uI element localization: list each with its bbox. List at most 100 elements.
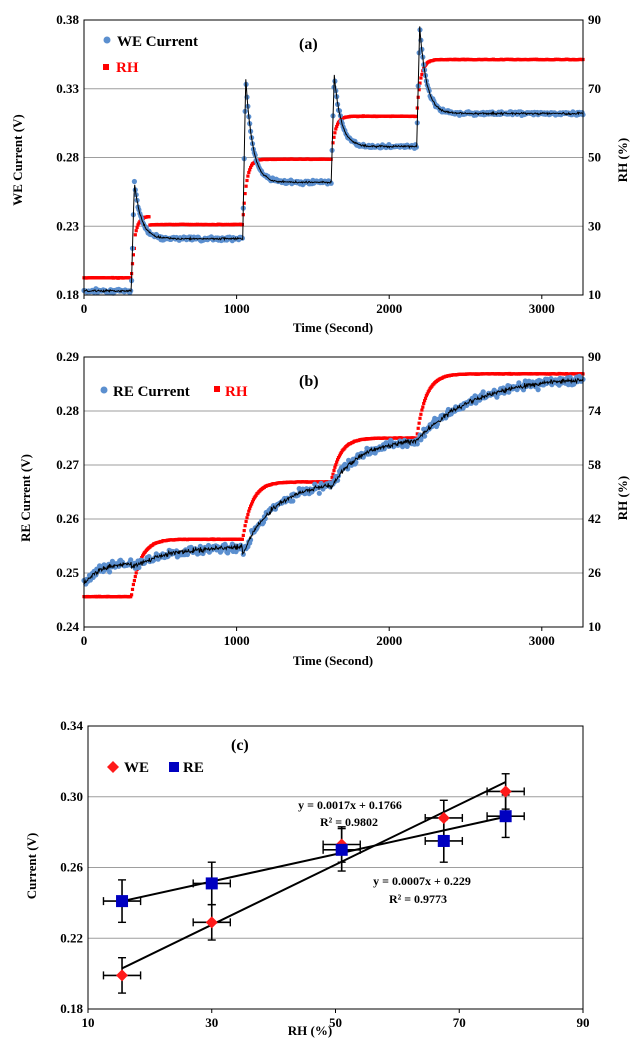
re-data-point	[205, 877, 218, 890]
y-axis-title: WE Current (V)	[10, 114, 25, 205]
panel-label: (c)	[231, 737, 249, 754]
x-tick-label: 90	[577, 1015, 590, 1030]
rh-point	[240, 537, 244, 541]
y2-tick-label: 74	[588, 403, 602, 418]
rh-point	[248, 168, 252, 172]
legend-marker-we	[107, 761, 119, 773]
re-data-point	[116, 895, 129, 908]
we-trendline-equation: y = 0.0017x + 0.1766	[298, 798, 402, 812]
y-tick-label: 0.29	[56, 349, 79, 364]
rh-point	[335, 460, 339, 464]
rh-point	[420, 72, 424, 77]
y2-tick-label: 30	[588, 218, 601, 233]
y-tick-label: 0.28	[56, 403, 79, 418]
x-tick-label: 2000	[376, 301, 402, 316]
rh-point	[134, 229, 138, 233]
rh-point	[331, 472, 335, 476]
rh-point	[331, 141, 335, 145]
rh-point	[134, 571, 138, 575]
y-axis-title: RE Current (V)	[18, 454, 33, 542]
current-point	[131, 178, 137, 185]
y-tick-label: 0.24	[56, 619, 79, 634]
current-trace-line	[83, 26, 583, 294]
y2-tick-label: 10	[588, 287, 601, 302]
legend-marker-re	[169, 762, 179, 772]
x-tick-label: 1000	[224, 633, 250, 648]
re-data-point	[335, 843, 348, 856]
legend-label-we-current: WE Current	[117, 34, 198, 50]
rh-point	[421, 405, 425, 409]
rh-point	[136, 223, 140, 227]
rh-point	[330, 476, 334, 480]
rh-point	[242, 529, 246, 533]
rh-point	[244, 519, 248, 524]
x-tick-label: 50	[329, 1015, 342, 1030]
rh-point	[423, 399, 427, 403]
we-data-point	[437, 811, 450, 824]
x-tick-label: 0	[81, 301, 88, 316]
rh-point	[130, 587, 135, 591]
x-axis-title: RH (%)	[288, 1023, 332, 1038]
y-tick-label: 0.25	[56, 565, 79, 580]
rh-point	[245, 178, 249, 183]
y2-tick-label: 26	[588, 565, 602, 580]
rh-point	[132, 579, 136, 583]
y2-tick-label: 90	[588, 12, 601, 27]
y-tick-label: 0.22	[60, 930, 83, 945]
legend-label-rh: RH	[116, 60, 139, 76]
rh-point	[427, 388, 431, 392]
rh-point	[131, 253, 135, 257]
plot-area-frame	[83, 19, 584, 296]
re-data-point	[499, 810, 512, 823]
rh-point	[133, 575, 137, 579]
current-point	[225, 550, 231, 556]
we-trendline	[121, 781, 507, 970]
rh-point	[147, 215, 151, 219]
legend-marker-rh	[214, 386, 220, 392]
x-tick-label: 0	[81, 633, 88, 648]
we-data-point	[116, 969, 129, 982]
x-tick-label: 3000	[529, 633, 555, 648]
rh-point	[334, 127, 338, 131]
rh-point	[133, 233, 137, 237]
rh-point	[336, 456, 341, 460]
re-trendline-r2: R² = 0.9773	[389, 892, 447, 906]
rh-point	[415, 432, 419, 436]
rh-point	[137, 221, 141, 225]
rh-point	[424, 394, 428, 398]
rh-point	[249, 504, 253, 508]
current-point	[316, 490, 322, 496]
rh-point	[419, 412, 423, 416]
current-point	[514, 387, 520, 393]
rh-point	[335, 124, 339, 129]
y-tick-label: 0.18	[60, 1001, 83, 1016]
rh-point	[333, 131, 337, 135]
rh-point	[332, 468, 336, 473]
y2-axis-title: RH (%)	[615, 476, 630, 520]
current-point	[128, 557, 134, 563]
current-trace-line	[83, 377, 584, 585]
rh-point	[418, 416, 422, 420]
rh-point	[129, 276, 133, 280]
re-data-point	[437, 834, 450, 847]
rh-point	[141, 554, 145, 558]
rh-point	[425, 392, 429, 396]
rh-point	[422, 401, 426, 406]
y-tick-label: 0.30	[60, 789, 83, 804]
panel-a-chart: 0.18 0.23 0.28 0.33 0.38 0 1000 2000 3000 10 30 50 7…	[10, 12, 630, 335]
y2-tick-label: 50	[588, 150, 601, 165]
current-point	[262, 516, 268, 522]
panel-label: (a)	[299, 36, 318, 53]
rh-point	[140, 556, 144, 560]
y-tick-label: 0.33	[56, 81, 79, 96]
re-trendline-equation: y = 0.0007x + 0.229	[373, 874, 471, 888]
current-point	[400, 444, 406, 450]
current-point	[107, 569, 113, 575]
current-point	[413, 144, 419, 150]
current-point	[328, 180, 334, 186]
rh-point	[332, 135, 336, 139]
rh-point	[246, 174, 250, 178]
y2-tick-label: 42	[588, 511, 601, 526]
x-tick-label: 70	[453, 1015, 466, 1030]
